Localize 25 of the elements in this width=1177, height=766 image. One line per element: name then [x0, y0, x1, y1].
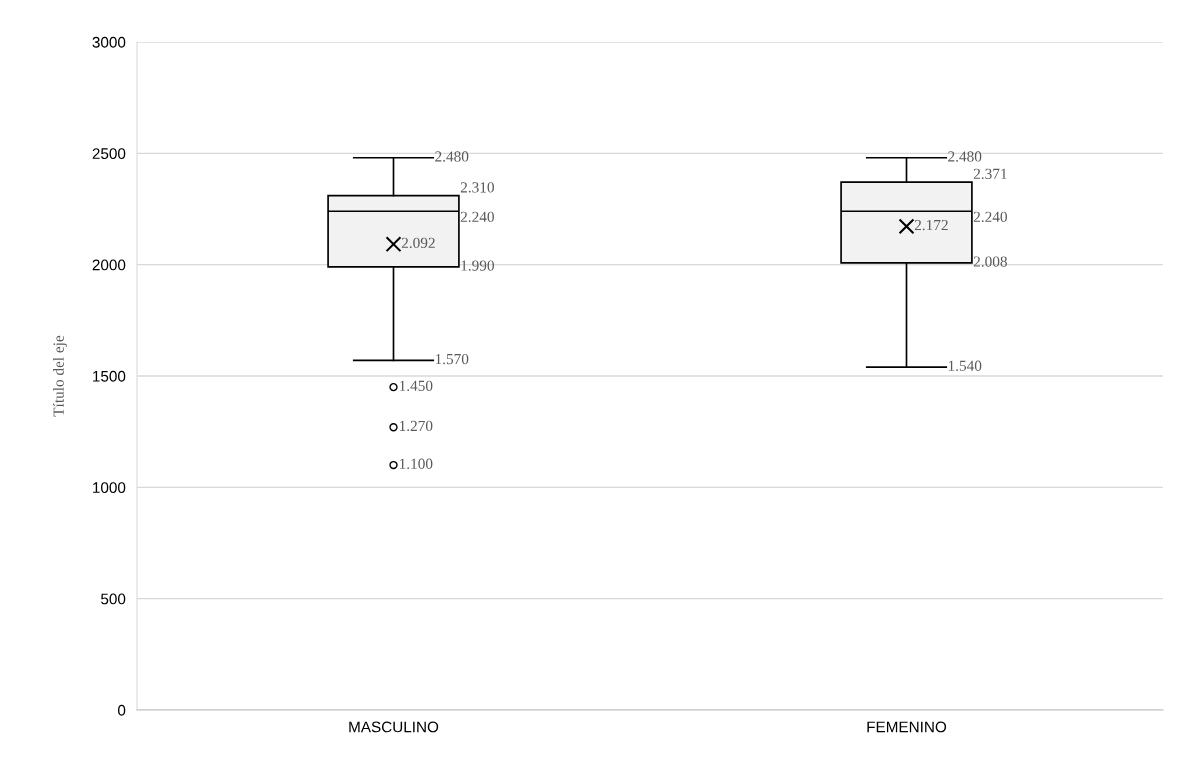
annotation: 2.240: [460, 211, 494, 223]
y-tick-label: 0: [117, 704, 126, 716]
annotation: 2.371: [973, 168, 1007, 180]
annotation: 1.570: [435, 353, 469, 365]
y-tick-label: 2500: [92, 148, 126, 160]
annotation: 2.240: [973, 211, 1007, 223]
annotation: 2.008: [973, 256, 1007, 267]
y-tick-label: 1000: [93, 482, 126, 494]
y-axis-title: Título del eje: [53, 335, 67, 417]
y-tick-label: 1500: [93, 370, 126, 382]
annotation: 2.480: [948, 151, 982, 162]
annotation: 1.540: [948, 360, 982, 371]
y-tick-label: 500: [101, 593, 126, 605]
annotation: 2.480: [435, 151, 469, 162]
x-tick-label: FEMENINO: [867, 721, 947, 733]
y-tick-label: 3000: [92, 36, 126, 48]
x-tick-label: MASCULINO: [349, 721, 439, 733]
annotation: 2.172: [914, 219, 948, 231]
annotation: 2.092: [401, 237, 435, 249]
annotation: 1.990: [461, 260, 494, 271]
annotation: 1.450: [399, 380, 433, 392]
annotation: 2.310: [460, 182, 494, 193]
y-tick-label: 2000: [92, 259, 126, 271]
annotation: 1.100: [399, 458, 433, 469]
annotation: 1.270: [399, 420, 433, 432]
